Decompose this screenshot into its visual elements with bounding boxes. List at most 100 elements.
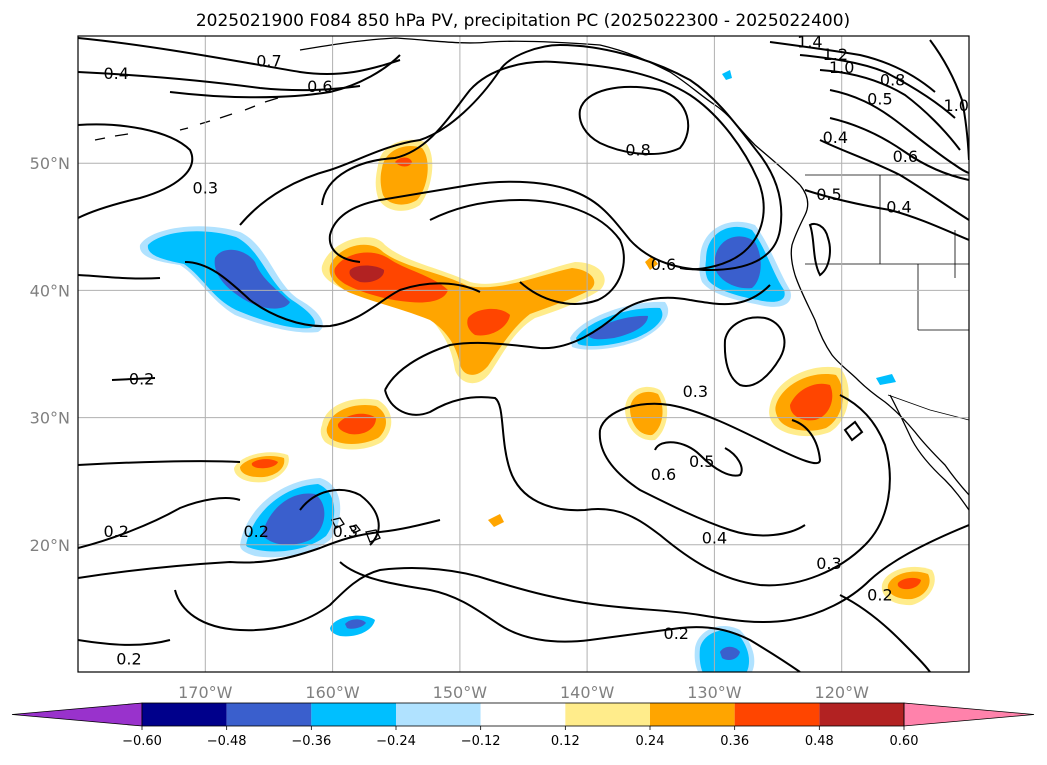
pv-contour-0.2-sw (78, 497, 241, 549)
pv-contour-label: 0.3 (683, 382, 708, 401)
map-frame (77, 35, 970, 673)
pv-contour-0.2-dash (111, 377, 156, 381)
pv-contours (78, 37, 969, 672)
colorbar-tick-label: 0.24 (636, 734, 665, 749)
pv-contour-label: 0.2 (664, 624, 689, 643)
pv-contour-label: 1.0 (829, 58, 854, 77)
pv-contour-0.6-north (169, 54, 401, 99)
pv-contour-0.2-south (174, 524, 969, 632)
pv-contour-label: 0.2 (867, 586, 892, 605)
pv-contour-label: 0.3 (193, 179, 218, 198)
lon-tick-label: 160°W (305, 683, 360, 702)
colorbar-segment (565, 703, 650, 726)
pv-contour-label: 0.3 (333, 522, 358, 541)
pv-contour-0.4-north (78, 71, 361, 92)
pv-contour-0.6-main (239, 43, 783, 272)
lon-tick-label: 120°W (815, 683, 870, 702)
pv-contour-1.2-ne (799, 54, 956, 119)
pv-contour-label: 0.6 (307, 77, 332, 96)
pv-contour-0.7 (78, 37, 401, 76)
pv-contour-0.2-east (839, 594, 931, 672)
pv-contour-label-layer: 0.40.70.60.30.80.60.50.40.40.60.50.81.01… (103, 36, 969, 668)
pv-contour-0.3-south (78, 274, 161, 280)
pv-contour-0.2-lower (78, 639, 171, 646)
pv-contour-label: 0.6 (651, 465, 676, 484)
precip-area-north-orange (380, 146, 428, 205)
pv-contour-label: 0.5 (867, 90, 892, 109)
pv-contour-label: 0.2 (129, 369, 154, 388)
lon-tick-label: 140°W (560, 683, 615, 702)
hawaii-islands (331, 517, 381, 543)
pv-contour-0.3-west (78, 123, 193, 219)
pv-contour-label: 0.4 (823, 128, 848, 147)
colorbar-segment (819, 703, 904, 726)
pv-contour-label: 0.2 (116, 649, 141, 668)
coastline-bc (790, 184, 809, 276)
pv-contour-1.0-ne (819, 69, 961, 151)
lat-tick-label: 30°N (30, 409, 70, 428)
chart-title: 2025021900 F084 850 hPa PV, precipitatio… (196, 11, 850, 31)
colorbar-tick-label: 0.48 (805, 734, 834, 749)
pv-contour-label: 0.6 (651, 255, 676, 274)
border-states (805, 175, 969, 331)
precip-area-midwest-red (337, 413, 376, 435)
border-us-mexico (887, 394, 969, 421)
pv-contour-1.0-east (929, 39, 969, 161)
precip-area-tiny-2 (645, 256, 658, 270)
colorbar-tick-label: −0.12 (461, 734, 501, 749)
pv-contour-0.5-main (321, 60, 765, 271)
pv-contour-label: 0.5 (816, 185, 841, 204)
colorbar-tick-labels: −0.60 −0.48 −0.36 −0.24 −0.12 0.12 0.24 0.36 0.4… (122, 726, 918, 749)
precip-area-tiny-1 (488, 514, 504, 527)
political-borders (805, 174, 969, 421)
pv-contour-1.4-ne (769, 41, 936, 93)
pv-contour-label: 0.8 (880, 71, 905, 90)
pv-contour-label: 0.3 (816, 554, 841, 573)
lat-tick-labels: 20°N 30°N 40°N 50°N (30, 154, 70, 555)
lon-tick-labels: 170°W 160°W 150°W 140°W 130°W 120°W (178, 683, 869, 702)
lon-tick-label: 130°W (687, 683, 742, 702)
pv-contour-0.6-ne (829, 117, 969, 181)
colorbar-extend-over (903, 702, 1035, 727)
precip-area-central-dark (349, 265, 385, 283)
colorbar-segment (480, 703, 566, 726)
colorbar (11, 702, 1035, 727)
pv-contour-0.6-loop (654, 441, 743, 477)
precip-area-small-neg-1b (345, 619, 366, 629)
pv-contour-label: 0.4 (702, 528, 727, 547)
precip-area-ne-neg-core (715, 236, 761, 289)
pv-contour-0.5-loop (599, 402, 822, 465)
pv-contour-0.2-band (78, 519, 441, 579)
map-background (78, 36, 969, 672)
lat-tick-label: 20°N (30, 536, 70, 555)
pv-contour-0.3-central (184, 261, 481, 328)
lat-tick-label: 50°N (30, 154, 70, 173)
precip-area-central-red2 (467, 308, 510, 336)
pv-contour-0.8-ne (829, 89, 969, 174)
colorbar-tick-label: −0.48 (207, 734, 247, 749)
colorbar-segment (311, 703, 396, 726)
pv-contour-0.4-loop (598, 429, 806, 537)
colorbar-extend-under (11, 702, 143, 727)
pv-contour-label: 0.8 (625, 140, 650, 159)
pv-contour-0.2-west (78, 460, 241, 466)
precip-area-se-red (897, 577, 921, 590)
colorbar-segment (650, 703, 735, 726)
colorbar-tick-label: −0.24 (376, 734, 416, 749)
colorbar-tick-label: −0.60 (122, 734, 162, 749)
pv-contour-0.3-band (384, 389, 891, 587)
colorbar-segment (396, 703, 481, 726)
pv-contour-label: 0.4 (103, 64, 128, 83)
pv-contour-label: 0.2 (103, 522, 128, 541)
pv-contour-0.4-inner (429, 198, 625, 305)
colorbar-segment (226, 703, 312, 726)
map-content: 0.40.70.60.30.80.60.50.40.40.60.50.81.01… (78, 36, 969, 672)
colorbar-tick-label: 0.36 (720, 734, 749, 749)
precip-area-south-neg-core (720, 646, 740, 660)
pv-contour-label: 0.4 (886, 198, 911, 217)
lon-tick-label: 150°W (433, 683, 488, 702)
colorbar-segment (142, 703, 227, 726)
pv-contour-0.3-lower (384, 284, 771, 391)
precip-area-sw-red (251, 459, 278, 469)
